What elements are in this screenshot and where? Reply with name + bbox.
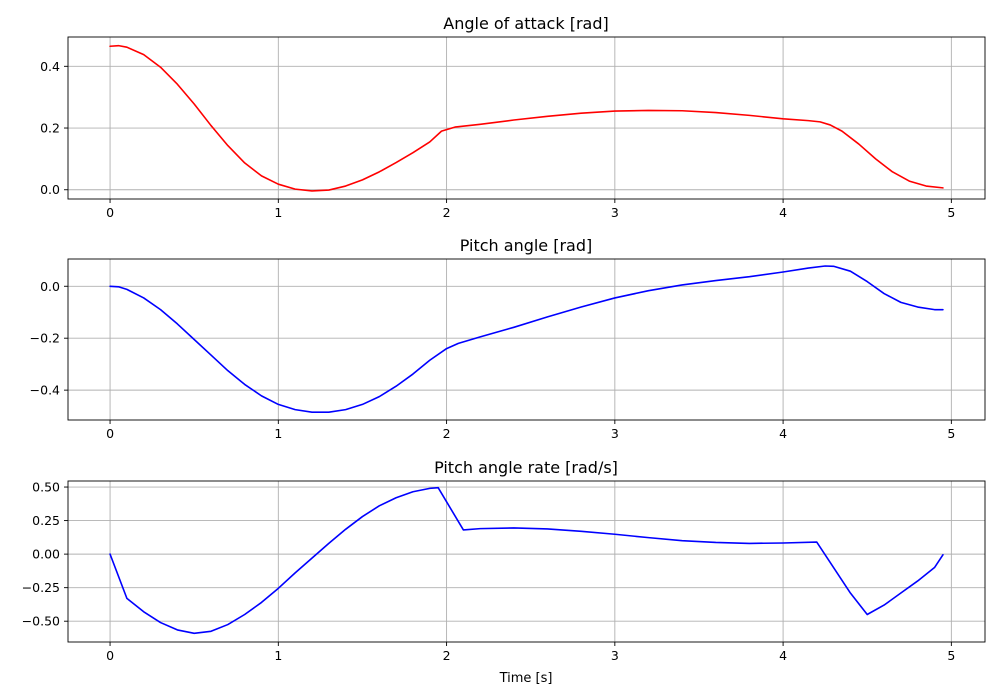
ticks-pitch-angle: 0 1 2 3 4 5 −0.4 −0.2 0.0 — [30, 279, 956, 441]
y-tick-label-angle-of-attack: 0.4 — [40, 59, 60, 74]
y-tick-label-angle-of-attack: 0.0 — [40, 182, 60, 197]
y-tick-label-angle-of-attack: 0.2 — [40, 121, 60, 136]
ticks-pitch-angle-rate: 0 1 2 3 4 5 −0.50 −0.25 0.00 0.25 0.50 — [22, 480, 956, 663]
line-pitch-angle — [109, 265, 944, 414]
y-tick-label-pitch-angle-rate: 0.00 — [32, 547, 60, 562]
y-tick-label-pitch-angle: −0.2 — [30, 331, 60, 346]
x-tick-label-angle-of-attack: 2 — [443, 205, 451, 220]
panel-pitch-angle-rate: Pitch angle rate [rad/s] 0 1 2 3 4 5 −0.50 −0.2… — [22, 458, 986, 686]
chart-title-pitch-angle-rate: Pitch angle rate [rad/s] — [434, 458, 618, 477]
x-tick-label-angle-of-attack: 0 — [106, 205, 114, 220]
x-tick-label-pitch-angle: 2 — [443, 426, 451, 441]
x-tick-label-angle-of-attack: 3 — [611, 205, 619, 220]
y-tick-label-pitch-angle-rate: 0.25 — [32, 513, 60, 528]
x-tick-label-pitch-angle-rate: 2 — [443, 648, 451, 663]
ticks-angle-of-attack: 0 1 2 3 4 5 0.0 0.2 0.4 — [40, 59, 955, 220]
x-tick-label-pitch-angle-rate: 0 — [106, 648, 114, 663]
x-tick-label-pitch-angle: 3 — [611, 426, 619, 441]
x-tick-label-pitch-angle: 1 — [274, 426, 282, 441]
x-tick-label-pitch-angle: 0 — [106, 426, 114, 441]
x-axis-label: Time [s] — [499, 671, 553, 686]
panel-pitch-angle: Pitch angle [rad] 0 1 2 3 4 5 −0.4 −0.2 0.0 — [30, 236, 986, 441]
grid-pitch-angle — [68, 259, 985, 420]
y-tick-label-pitch-angle-rate: 0.50 — [32, 480, 60, 495]
x-tick-label-pitch-angle-rate: 1 — [274, 648, 282, 663]
x-tick-label-angle-of-attack: 1 — [274, 205, 282, 220]
plot-frame-pitch-angle-rate — [67, 480, 986, 643]
x-tick-label-pitch-angle: 4 — [779, 426, 787, 441]
y-tick-label-pitch-angle: −0.4 — [30, 383, 60, 398]
panel-angle-of-attack: Angle of attack [rad] 0 1 2 3 4 5 0.0 0.2 0.4 — [40, 14, 986, 220]
x-tick-label-angle-of-attack: 4 — [779, 205, 787, 220]
x-tick-label-pitch-angle-rate: 5 — [947, 648, 955, 663]
grid-pitch-angle-rate — [68, 481, 985, 642]
x-tick-label-pitch-angle-rate: 3 — [611, 648, 619, 663]
x-tick-label-pitch-angle-rate: 4 — [779, 648, 787, 663]
chart-title-pitch-angle: Pitch angle [rad] — [460, 236, 593, 255]
x-tick-label-angle-of-attack: 5 — [947, 205, 955, 220]
x-tick-label-pitch-angle: 5 — [947, 426, 955, 441]
chart-title-angle-of-attack: Angle of attack [rad] — [443, 14, 608, 33]
y-tick-label-pitch-angle: 0.0 — [40, 279, 60, 294]
y-tick-label-pitch-angle-rate: −0.50 — [22, 614, 60, 629]
plot-frame-pitch-angle — [67, 258, 986, 421]
y-tick-label-pitch-angle-rate: −0.25 — [22, 580, 60, 595]
line-pitch-angle-rate — [109, 486, 944, 635]
plot-frame-angle-of-attack — [67, 36, 986, 200]
line-angle-of-attack — [109, 44, 944, 192]
